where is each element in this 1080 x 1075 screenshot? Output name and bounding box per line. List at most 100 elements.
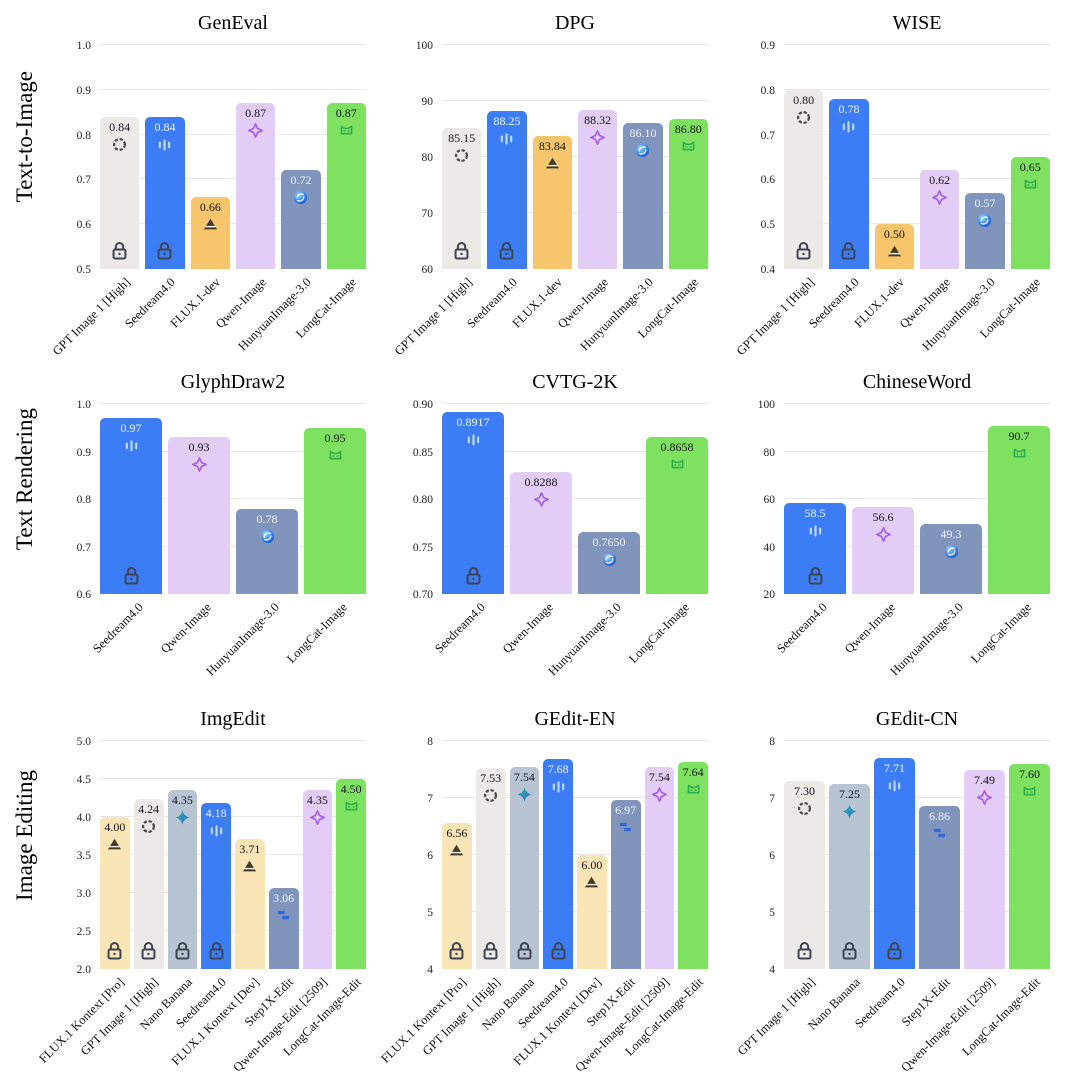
bar: 7.54 xyxy=(509,767,540,969)
bar-top: 0.93 xyxy=(189,437,210,473)
y-tick-label: 8 xyxy=(769,736,775,748)
bar: 85.15 xyxy=(442,128,482,269)
seedream-icon xyxy=(123,437,140,454)
bar-value: 0.78 xyxy=(256,511,278,526)
y-tick-label: 0.7 xyxy=(760,129,775,142)
flux-icon xyxy=(448,842,465,859)
bar-top: 0.8917 xyxy=(457,412,490,448)
gridline xyxy=(784,498,1050,499)
gridline xyxy=(784,44,1050,45)
bar-top: 4.18 xyxy=(206,803,227,839)
y-tick-label: 20 xyxy=(763,589,776,601)
x-tick-slot: HunyuanImage-3.0 xyxy=(887,594,982,686)
row-label-box: Text Rendering xyxy=(2,371,48,587)
qwen-icon xyxy=(651,786,668,803)
bar-top: 56.6 xyxy=(873,507,894,543)
x-tick-label: GPT Image 1 [High] xyxy=(49,275,133,359)
bars-group: 6.56 7.53 7.54 7.68 6.00 6.97 7.54 7.64 xyxy=(442,741,708,969)
y-tick-label: 0.6 xyxy=(76,589,91,601)
bar-value: 0.84 xyxy=(154,119,176,134)
chart-title: CVTG-2K xyxy=(532,371,618,393)
lock-icon xyxy=(450,239,473,262)
nano-banana-icon xyxy=(174,809,191,826)
bar-top: 7.64 xyxy=(683,762,704,798)
x-axis-labels: FLUX.1 Kontext [Pro] GPT Image 1 [High] Na… xyxy=(36,969,366,1074)
bars-group: 7.30 7.25 7.71 6.86 7.49 7.60 xyxy=(784,741,1050,969)
bar-value: 0.50 xyxy=(883,227,905,242)
bar: 4.00 xyxy=(100,817,130,969)
plot-area: 1.0 0.9 0.8 0.7 0.6 0.5 0.84 0.84 0.66 0.87 0.72 0.… xyxy=(77,40,366,276)
bar-top: 7.25 xyxy=(839,784,860,820)
y-tick-label: 2.0 xyxy=(76,964,91,976)
gridline xyxy=(442,911,708,912)
step1x-icon xyxy=(275,907,292,924)
bar-top: 7.54 xyxy=(649,767,670,803)
bar-top: 6.00 xyxy=(581,855,602,891)
longcat-icon xyxy=(669,456,686,473)
row-label: Text-to-Image xyxy=(12,71,37,203)
x-tick-slot: LongCat-Image xyxy=(635,269,708,349)
bar: 0.62 xyxy=(919,170,960,269)
y-tick-label: 90 xyxy=(421,96,434,108)
bar-value: 86.10 xyxy=(629,125,657,140)
gridline xyxy=(784,88,1050,90)
flux-icon xyxy=(202,216,219,233)
y-tick-label: 4 xyxy=(769,964,775,976)
row-label: Image Editing xyxy=(12,769,37,901)
bar-value: 0.80 xyxy=(793,92,815,107)
bar-top: 0.8288 xyxy=(525,472,558,508)
y-tick-label: 0.5 xyxy=(76,264,91,276)
chart-WISE: WISE 0.9 0.8 0.7 0.6 0.5 0.4 0.80 0.78 0.50 0.62 0.… xyxy=(732,12,1074,358)
gridline xyxy=(784,178,1050,180)
lock-icon xyxy=(445,939,468,962)
bar: 7.30 xyxy=(784,780,825,969)
bar-top: 6.97 xyxy=(615,800,636,836)
bar: 0.95 xyxy=(304,427,366,594)
bar-value: 0.87 xyxy=(245,106,267,121)
x-axis-labels: GPT Image 1 [High] Seedream4.0 FLUX.1-dev Q… xyxy=(50,269,366,358)
gridline xyxy=(100,778,366,779)
lock-icon xyxy=(479,939,502,962)
bar: 4.18 xyxy=(201,803,231,969)
bar-value: 0.72 xyxy=(290,173,312,188)
bar-value: 0.57 xyxy=(974,195,996,210)
bar-value: 0.95 xyxy=(324,430,346,445)
bar-value: 0.8917 xyxy=(456,414,490,429)
bar-top: 0.8658 xyxy=(661,437,694,473)
y-tick-label: 4.5 xyxy=(76,774,91,786)
bar: 4.50 xyxy=(336,779,366,969)
bar-top: 3.71 xyxy=(239,839,260,875)
chart-title: ImgEdit xyxy=(200,708,266,730)
lock-icon xyxy=(547,939,570,962)
bar-top: 49.3 xyxy=(941,524,962,560)
hunyuan-icon xyxy=(943,543,960,560)
bar-top: 7.60 xyxy=(1019,764,1040,800)
y-tick-label: 0.7 xyxy=(76,541,91,554)
x-tick-slot: Seedream4.0 xyxy=(774,594,846,686)
bar: 4.35 xyxy=(167,790,198,969)
x-axis-labels: FLUX.1 Kontext [Pro] GPT Image 1 [High] Na… xyxy=(378,969,708,1074)
qwen-icon xyxy=(191,456,208,473)
chart-row: Image Editing ImgEdit 5.0 4.5 4.0 3.5 3.0 2.5 2.… xyxy=(2,708,1074,1074)
gridline xyxy=(442,854,708,855)
x-tick-label: Qwen-Image xyxy=(157,600,214,657)
bar: 88.32 xyxy=(577,110,618,269)
lock-icon xyxy=(137,939,160,962)
bar: 88.25 xyxy=(487,110,527,269)
bar: 86.10 xyxy=(623,122,663,269)
openai-icon xyxy=(453,147,470,164)
y-tick-label: 7 xyxy=(769,793,775,805)
chart-GEdit-EN: GEdit-EN 8 7 6 5 4 6.56 7.53 7.54 7.68 6.00 6.97 7.5… xyxy=(378,708,732,1074)
chart-title: GEdit-EN xyxy=(534,708,616,730)
qwen-icon xyxy=(931,189,948,206)
bar-value: 6.56 xyxy=(446,826,468,841)
chart-DPG: DPG 100 90 80 70 60 85.15 88.25 83.84 88.32 86.10 8… xyxy=(390,12,732,358)
bar-value: 4.18 xyxy=(205,806,227,821)
gridline xyxy=(784,740,1050,741)
y-tick-label: 100 xyxy=(415,40,433,52)
gridline xyxy=(442,403,708,404)
bars-group: 0.8917 0.8288 0.7650 0.8658 xyxy=(442,404,708,594)
bar: 7.68 xyxy=(543,759,573,969)
gridline xyxy=(100,892,366,894)
bar-value: 4.35 xyxy=(306,793,328,808)
